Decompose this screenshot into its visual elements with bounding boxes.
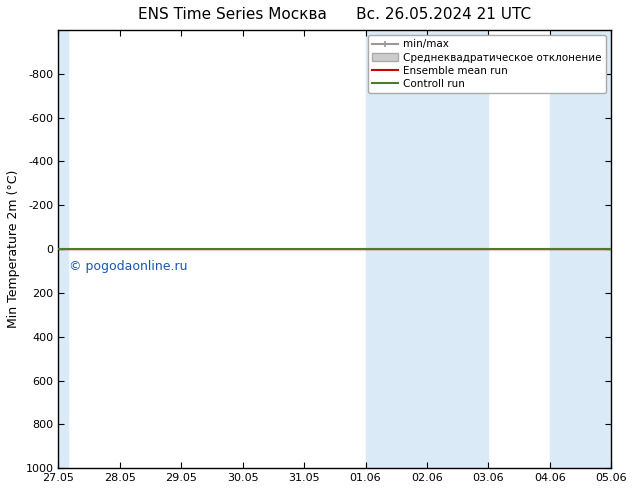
Bar xyxy=(366,30,488,468)
Y-axis label: Min Temperature 2m (°C): Min Temperature 2m (°C) xyxy=(7,170,20,328)
Legend: min/max, Среднеквадратическое отклонение, Ensemble mean run, Controll run: min/max, Среднеквадратическое отклонение… xyxy=(368,35,606,93)
Bar xyxy=(550,30,611,468)
Title: ENS Time Series Москва      Вс. 26.05.2024 21 UTC: ENS Time Series Москва Вс. 26.05.2024 21… xyxy=(138,7,531,22)
Text: © pogodaonline.ru: © pogodaonline.ru xyxy=(69,260,188,273)
Bar xyxy=(58,30,68,468)
